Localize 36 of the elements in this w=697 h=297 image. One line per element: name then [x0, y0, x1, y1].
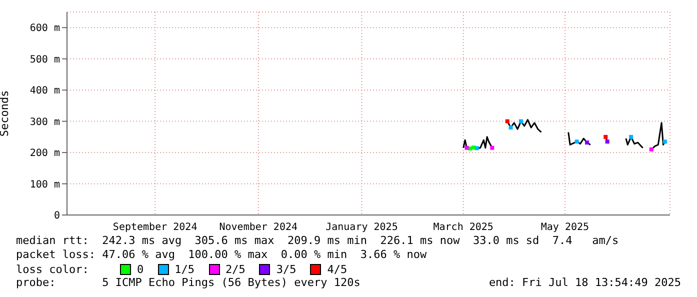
y-tick-label: 500 m	[30, 54, 60, 66]
y-axis-title: Seconds	[0, 90, 11, 137]
point	[649, 147, 654, 152]
point	[629, 134, 634, 139]
point	[574, 140, 579, 144]
legend-title: loss color:	[16, 262, 90, 276]
x-tick-label: March 2025	[433, 222, 494, 234]
x-tick-label: November 2024	[219, 222, 298, 234]
point	[474, 146, 479, 150]
text: probe: 5 ICMP Echo Pings (56 Bytes) every 120s	[16, 276, 360, 290]
y-tick-label: 600 m	[30, 23, 60, 34]
x-tick-label: September 2024	[112, 222, 198, 234]
legend-label: 1/5	[174, 262, 194, 276]
x-tick-label: January 2025	[326, 222, 398, 234]
point	[490, 146, 494, 150]
y-tick-label: 200 m	[30, 148, 60, 160]
legend-label: 2/5	[226, 262, 246, 276]
legend-label: 4/5	[327, 262, 348, 276]
legend-label: 0	[137, 262, 144, 276]
y-tick-label: 400 m	[30, 86, 60, 97]
point	[518, 119, 523, 124]
y-tick-label: 100 m	[30, 179, 60, 190]
point	[585, 140, 590, 145]
y-tick-label: 0	[54, 210, 60, 222]
x-tick-label: May 2025	[540, 222, 590, 234]
point	[508, 126, 513, 130]
text: packet loss: 47.06 % avg 100.00 % max 0.00 % min 3.66 % now	[16, 248, 428, 262]
legend-label: 3/5	[276, 262, 296, 276]
point	[464, 146, 469, 150]
text: median rtt: 242.3 ms avg 305.6 ms max 209.9 ms min 226.1 ms now 33.0 ms sd 7.4 am/s	[16, 234, 620, 248]
y-tick-label: 300 m	[30, 116, 60, 128]
point	[605, 140, 610, 144]
text: end: Fri Jul 18 13:54:49 2025	[488, 276, 681, 290]
point	[505, 119, 510, 124]
point	[604, 134, 608, 139]
point	[662, 140, 667, 144]
